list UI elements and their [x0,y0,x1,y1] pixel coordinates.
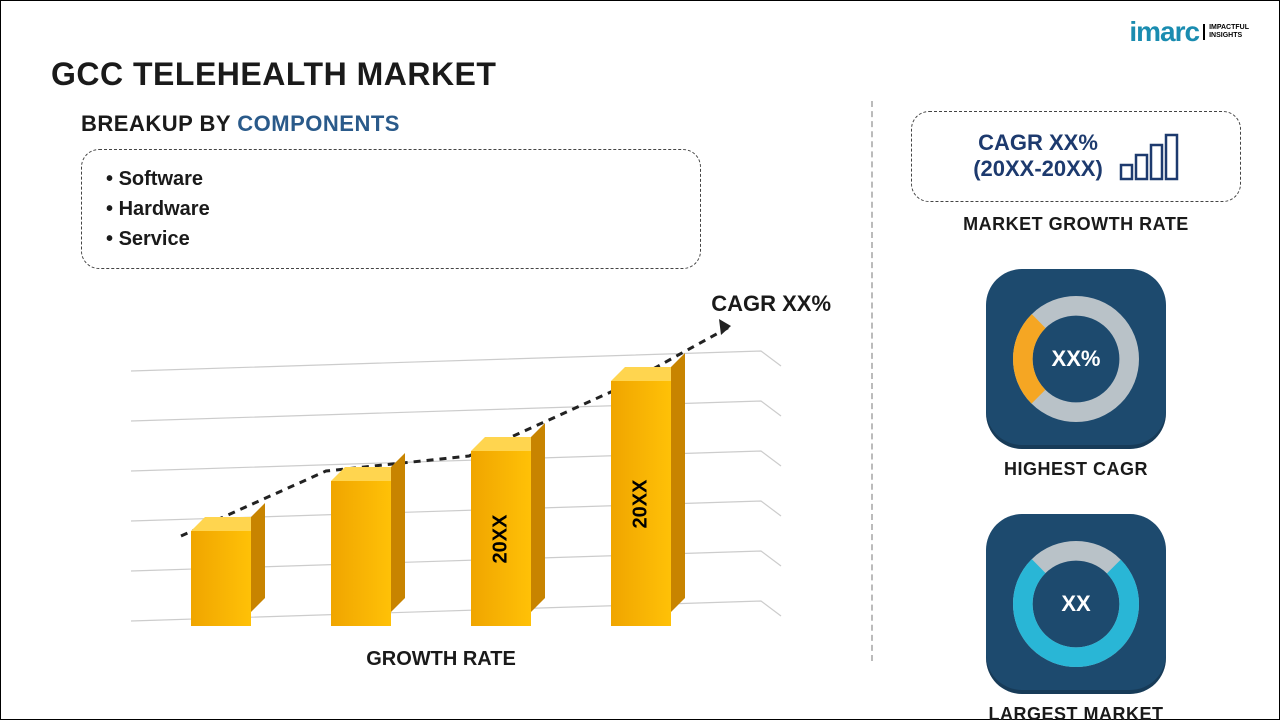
breakup-highlight: COMPONENTS [237,111,400,136]
breakup-section: BREAKUP BY COMPONENTS Software Hardware … [81,111,821,269]
chart-x-label: GROWTH RATE [81,648,801,671]
breakup-heading: BREAKUP BY COMPONENTS [81,111,821,137]
brand-logo: imarc IMPACTFULINSIGHTS [1129,16,1249,48]
cagr-annotation: CAGR XX% [711,291,831,317]
breakup-prefix: BREAKUP BY [81,111,237,136]
chart-bar [191,531,251,626]
vertical-divider [871,101,873,661]
breakup-item: Software [106,164,676,194]
breakup-box: Software Hardware Service [81,149,701,269]
cagr-summary-text: CAGR XX%(20XX-20XX) [973,130,1103,183]
breakup-item: Service [106,224,676,254]
largest-market-label: LARGEST MARKET [911,704,1241,725]
chart-bar: 20XX [471,451,531,626]
page-title: GCC TELEHEALTH MARKET [51,56,496,93]
breakup-item: Hardware [106,194,676,224]
chart-bar [331,481,391,626]
highest-cagr-label: HIGHEST CAGR [911,459,1241,480]
cagr-summary-box: CAGR XX%(20XX-20XX) [911,111,1241,202]
right-panel: CAGR XX%(20XX-20XX) MARKET GROWTH RATE X… [911,111,1241,725]
donut-center-value: XX% [1052,346,1101,372]
largest-market-card: XX [986,514,1166,694]
growth-chart: CAGR XX% 20XX20XX GROWTH RATE [81,311,801,671]
logo-text: imarc [1129,16,1199,48]
chart-bar: 20XX [611,381,671,626]
bars-container: 20XX 20XX [151,336,711,626]
bar-growth-icon [1119,131,1179,181]
logo-tagline: IMPACTFULINSIGHTS [1203,24,1249,39]
donut-center-value: XX [1061,591,1090,617]
growth-rate-label: MARKET GROWTH RATE [911,214,1241,235]
highest-cagr-card: XX% [986,269,1166,449]
